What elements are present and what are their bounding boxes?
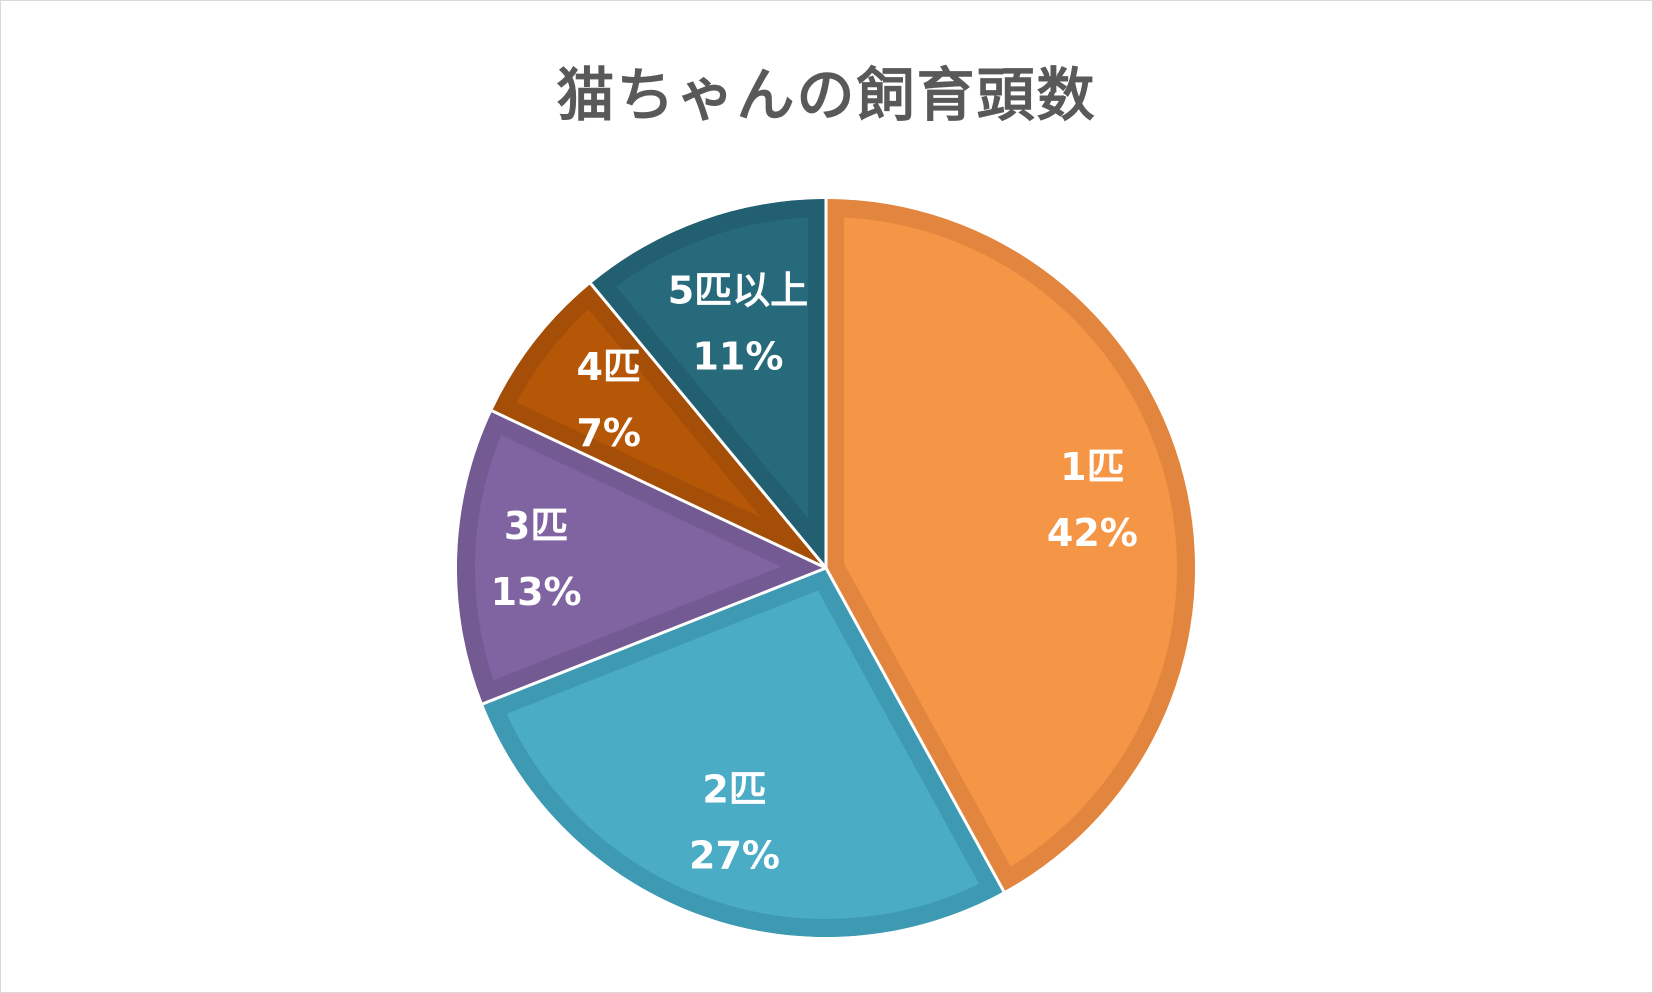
- chart-title: 猫ちゃんの飼育頭数: [556, 61, 1097, 129]
- slice-value-label: 7%: [576, 411, 641, 455]
- slice-5: [590, 199, 826, 568]
- slice-value-label: 13%: [491, 570, 582, 614]
- slice-category-label: 3匹: [504, 504, 568, 548]
- slice-category-label: 2匹: [702, 767, 766, 811]
- slice-value-label: 27%: [689, 833, 780, 877]
- slice-1: [826, 199, 1195, 892]
- slice-3: [457, 410, 826, 704]
- slice-separators: [480, 197, 1007, 894]
- slice-value-label: 11%: [692, 335, 783, 379]
- slice-separator: [824, 567, 1007, 894]
- slice-value-label: 42%: [1047, 511, 1138, 555]
- slice-category-label: 5匹以上: [668, 269, 808, 313]
- slice-4: [492, 283, 826, 568]
- slice-category-label: 1匹: [1060, 445, 1124, 489]
- slice-separator: [489, 408, 827, 570]
- slice-category-label: 4匹: [576, 345, 640, 389]
- slice-separator: [480, 566, 827, 706]
- slice-separator: [588, 281, 828, 569]
